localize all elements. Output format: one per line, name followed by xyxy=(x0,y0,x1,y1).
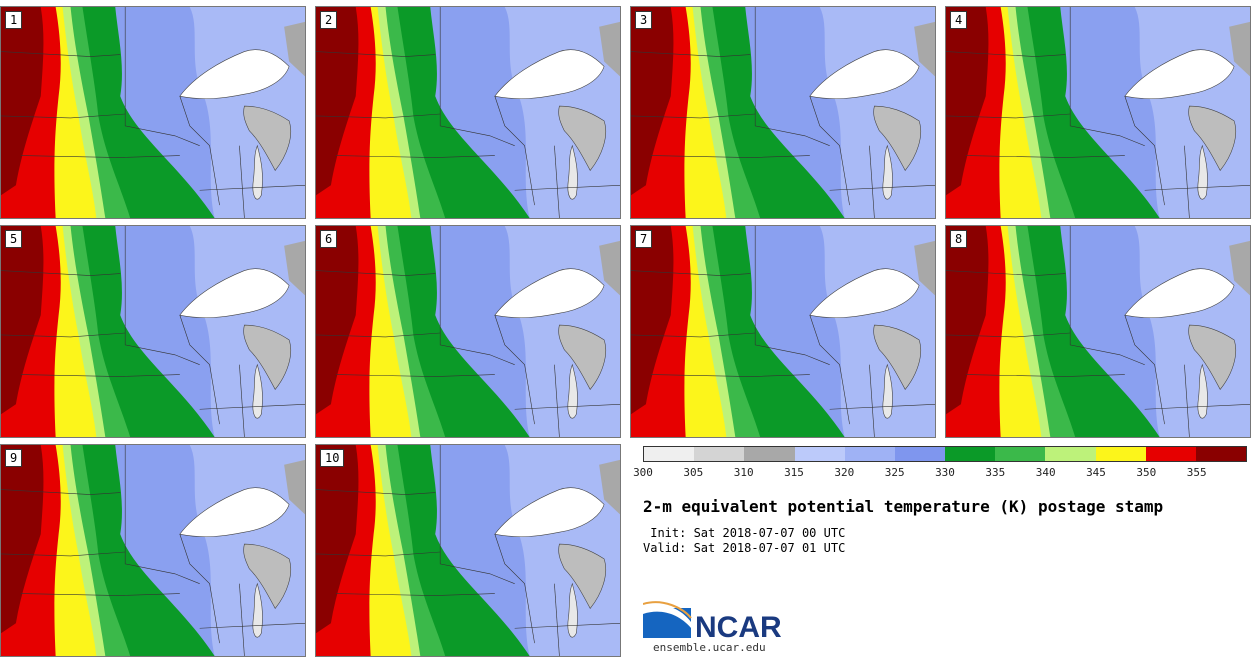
map-image xyxy=(946,226,1250,437)
colorbar-tick-label: 340 xyxy=(1035,466,1056,479)
map-image xyxy=(1,445,305,656)
member-number: 6 xyxy=(320,230,338,248)
member-number: 3 xyxy=(635,11,653,29)
member-panel: 8 xyxy=(945,225,1251,438)
map-image xyxy=(316,226,620,437)
member-panel: 7 xyxy=(630,225,936,438)
ncar-logo: NCAR xyxy=(643,601,782,642)
colorbar-tick-label: 345 xyxy=(1086,466,1106,479)
valid-time: Valid: Sat 2018-07-07 01 UTC xyxy=(643,541,846,555)
logo-url: ensemble.ucar.edu xyxy=(653,641,766,654)
colorbar-tick-label: 305 xyxy=(683,466,704,479)
map-image xyxy=(1,7,305,218)
init-time: Init: Sat 2018-07-07 00 UTC xyxy=(643,526,846,540)
map-image xyxy=(631,226,935,437)
colorbar-ticks: 300 305 310 315 320 325 330 335 340 345 350 355 xyxy=(633,466,1247,482)
member-panel: 3 xyxy=(630,6,936,219)
member-panel: 4 xyxy=(945,6,1251,219)
member-panel: 5 xyxy=(0,225,306,438)
colorbar-segment xyxy=(1045,447,1096,461)
colorbar-tick-label: 350 xyxy=(1136,466,1157,479)
member-panel: 2 xyxy=(315,6,621,219)
member-number: 7 xyxy=(635,230,653,248)
colorbar-segment xyxy=(844,447,895,461)
logo-text: NCAR xyxy=(695,611,782,642)
chart-title: 2-m equivalent potential temperature (K)… xyxy=(643,497,1164,516)
member-panel: 6 xyxy=(315,225,621,438)
colorbar-segment xyxy=(1095,447,1146,461)
colorbar-tick-label: 320 xyxy=(834,466,855,479)
member-number: 2 xyxy=(320,11,338,29)
colorbar-segment xyxy=(1195,447,1247,461)
member-number: 5 xyxy=(5,230,23,248)
member-number: 9 xyxy=(5,449,23,467)
colorbar-segment xyxy=(1145,447,1196,461)
colorbar-segment xyxy=(894,447,946,461)
map-image xyxy=(946,7,1250,218)
colorbar-tick-label: 335 xyxy=(985,466,1006,479)
colorbar-tick-label: 310 xyxy=(733,466,754,479)
colorbar-tick-label: 325 xyxy=(884,466,905,479)
colorbar-tick-label: 355 xyxy=(1186,466,1207,479)
member-number: 1 xyxy=(5,11,23,29)
colorbar-tick-label: 330 xyxy=(935,466,955,479)
member-panel: 9 xyxy=(0,444,306,657)
map-image xyxy=(631,7,935,218)
colorbar-segment xyxy=(794,447,845,461)
member-number: 8 xyxy=(950,230,968,248)
colorbar-tick-label: 300 xyxy=(633,466,653,479)
colorbar xyxy=(643,446,1247,462)
map-image xyxy=(316,7,620,218)
colorbar-segment xyxy=(644,447,695,461)
map-image xyxy=(316,445,620,656)
colorbar-segment xyxy=(995,447,1046,461)
member-panel: 10 xyxy=(315,444,621,657)
colorbar-segment xyxy=(945,447,996,461)
map-image xyxy=(1,226,305,437)
colorbar-segment xyxy=(694,447,745,461)
member-number: 10 xyxy=(320,449,345,467)
colorbar-tick-label: 315 xyxy=(784,466,804,479)
colorbar-segment xyxy=(744,447,795,461)
member-number: 4 xyxy=(950,11,968,29)
member-panel: 1 xyxy=(0,6,306,219)
